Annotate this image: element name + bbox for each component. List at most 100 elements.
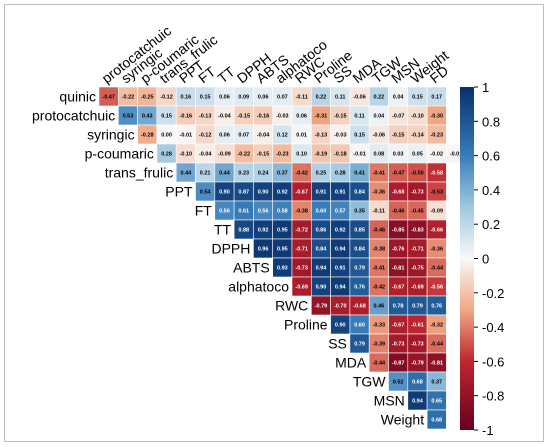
cell-value: -0.03 — [334, 133, 347, 139]
cell-value: -0.45 — [411, 209, 424, 215]
cell-value: 0.11 — [335, 95, 345, 101]
row-label-DPPH: DPPH — [211, 241, 250, 257]
cell-value: -0.44 — [430, 266, 443, 272]
cell-value: 0.17 — [431, 95, 442, 101]
cell-value: 0.04 — [373, 114, 385, 120]
cell-value: -0.67 — [392, 285, 405, 291]
cell-value: -0.41 — [373, 171, 386, 177]
cell-value: -0.46 — [392, 209, 405, 215]
cell-value: -0.22 — [237, 152, 250, 158]
cell-value: 0.06 — [219, 95, 230, 101]
cell-value: -0.85 — [392, 228, 405, 234]
cell-value: 0.15 — [200, 95, 211, 101]
cell-value: -0.70 — [334, 304, 347, 310]
cell-value: 0.79 — [412, 304, 423, 310]
cell-value: 0.41 — [354, 171, 365, 177]
row-label-TGW: TGW — [353, 374, 386, 390]
cell-value: 0.22 — [316, 95, 327, 101]
cell-value: -0.32 — [430, 323, 443, 329]
cell-value: 0.54 — [200, 190, 212, 196]
cell-value: 0.79 — [354, 342, 365, 348]
cell-value: -0.09 — [218, 152, 231, 158]
cell-value: 0.58 — [277, 209, 288, 215]
cell-value: -0.12 — [199, 133, 212, 139]
cell-value: -0.42 — [373, 285, 386, 291]
cell-value: -0.36 — [373, 190, 386, 196]
cell-value: -0.36 — [430, 247, 443, 253]
cell-value: -0.75 — [411, 266, 424, 272]
cell-value: -0.03 — [276, 114, 289, 120]
cell-value: 0.94 — [316, 266, 328, 272]
cell-value: -0.12 — [160, 95, 173, 101]
cell-value: 0.35 — [354, 209, 365, 215]
cell-value: 0.00 — [161, 133, 172, 139]
cell-Weight-FD — [426, 409, 447, 430]
cell-value: -0.44 — [373, 361, 386, 367]
cell-value: 0.84 — [354, 190, 366, 196]
cell-value: 0.90 — [258, 190, 269, 196]
cell-value: -0.79 — [411, 361, 424, 367]
cell-value: -0.28 — [141, 133, 154, 139]
cell-value: 0.78 — [393, 304, 404, 310]
cell-value: 0.84 — [354, 247, 366, 253]
row-label-syringic: syringic — [87, 127, 134, 143]
cell-value: 0.28 — [335, 171, 346, 177]
cell-value: -0.14 — [411, 133, 424, 139]
cell-value: 0.12 — [277, 133, 288, 139]
row-label-trans_frulic: trans_frulic — [105, 165, 173, 181]
cell-value: -0.23 — [276, 152, 289, 158]
colorbar-tick-label: 0.8 — [482, 114, 500, 129]
colorbar-tick-label: 0 — [482, 252, 489, 267]
cell-value: 0.01 — [296, 133, 307, 139]
cell-value: -0.67 — [392, 323, 405, 329]
cell-value: 0.04 — [393, 95, 405, 101]
cell-value: -0.56 — [430, 285, 443, 291]
cell-value: -0.01 — [180, 133, 193, 139]
cell-value: -0.50 — [411, 171, 424, 177]
cell-value: -0.68 — [392, 190, 405, 196]
cell-value: 0.79 — [354, 266, 365, 272]
cell-value: 0.06 — [219, 133, 230, 139]
cell-value: -0.81 — [392, 266, 405, 272]
cell-value: -0.81 — [430, 361, 443, 367]
cell-value: -0.47 — [392, 171, 405, 177]
cell-value: 0.76 — [354, 285, 365, 291]
cell-value: 0.08 — [373, 152, 384, 158]
cell-value: -0.16 — [180, 114, 193, 120]
row-label-PPT: PPT — [165, 184, 193, 200]
cell-value: 0.60 — [316, 209, 327, 215]
cell-value: -0.42 — [295, 171, 308, 177]
cell-value: -0.15 — [392, 133, 405, 139]
cell-value: 0.87 — [238, 190, 249, 196]
cell-value: 0.53 — [123, 114, 134, 120]
cell-value: -0.53 — [430, 190, 443, 196]
cell-value: 0.05 — [412, 152, 423, 158]
cell-value: -0.47 — [102, 95, 115, 101]
colorbar-tick-label: 0.6 — [482, 149, 500, 164]
cell-value: 0.44 — [219, 171, 231, 177]
cell-value: 0.90 — [219, 190, 230, 196]
cell-value: -0.58 — [430, 171, 443, 177]
row-label-MSN: MSN — [374, 393, 405, 409]
cell-value: 0.43 — [142, 114, 153, 120]
colorbar-tick-label: 0.2 — [482, 217, 500, 232]
cell-value: -0.73 — [411, 190, 424, 196]
cell-value: -0.22 — [122, 95, 135, 101]
row-label-alphatoco: alphatoco — [228, 279, 289, 295]
cell-value: -0.13 — [199, 114, 212, 120]
cell-value: -0.30 — [430, 114, 443, 120]
cell-value: 0.61 — [238, 209, 249, 215]
cell-value: -0.44 — [430, 342, 443, 348]
colorbar-tick-label: -0.8 — [482, 389, 504, 404]
cell-value: 0.46 — [373, 304, 384, 310]
cell-value: -0.10 — [180, 152, 193, 158]
cell-value: 0.96 — [258, 247, 269, 253]
cell-value: 0.92 — [277, 190, 288, 196]
cell-value: 0.44 — [180, 171, 192, 177]
cell-value: 0.90 — [335, 323, 346, 329]
cell-value: 0.86 — [316, 228, 327, 234]
cell-value: 0.60 — [354, 323, 365, 329]
row-label-ABTS: ABTS — [233, 260, 270, 276]
cell-value: -0.06 — [353, 95, 366, 101]
cell-value: 0.56 — [258, 209, 269, 215]
